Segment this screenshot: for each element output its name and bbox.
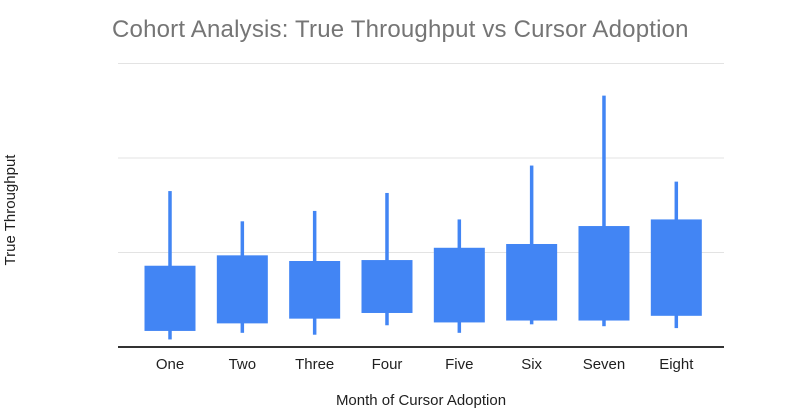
- x-tick-label: Four: [372, 356, 403, 373]
- candle-body: [289, 261, 341, 319]
- candle-five[interactable]: [433, 219, 485, 333]
- x-axis-title: Month of Cursor Adoption: [335, 392, 507, 409]
- candle-wick: [385, 192, 389, 326]
- candle-seven[interactable]: [578, 95, 630, 327]
- candle-body: [433, 247, 485, 323]
- x-tick-label: Five: [445, 356, 473, 373]
- candle-eight[interactable]: [650, 181, 702, 329]
- chart-title: Cohort Analysis: True Throughput vs Curs…: [112, 16, 689, 43]
- candle-body: [506, 243, 558, 321]
- candle-six[interactable]: [506, 165, 558, 325]
- candle-body: [144, 265, 196, 331]
- candle-one[interactable]: [144, 191, 196, 340]
- candle-two[interactable]: [216, 221, 268, 333]
- candle-wick: [602, 95, 606, 327]
- candle-three[interactable]: [289, 210, 341, 335]
- x-tick-label: Six: [521, 356, 542, 373]
- candle-four[interactable]: [361, 192, 413, 326]
- candle-body: [650, 219, 702, 316]
- x-tick-label: Two: [229, 356, 257, 373]
- x-tick-label: Three: [295, 356, 334, 373]
- candle-wick: [168, 191, 172, 340]
- candle-body: [361, 260, 413, 313]
- x-tick-label: Eight: [659, 356, 694, 373]
- x-tick-label: One: [156, 356, 184, 373]
- candle-body: [578, 226, 630, 321]
- x-tick-label: Seven: [583, 356, 626, 373]
- candle-body: [216, 255, 268, 324]
